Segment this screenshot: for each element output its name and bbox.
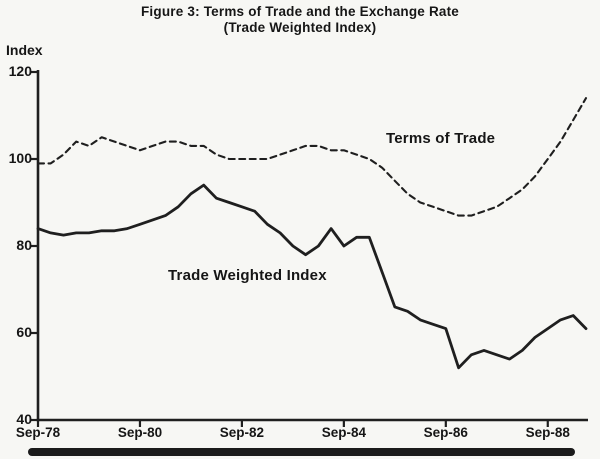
terms-of-trade-label: Terms of Trade [386, 130, 496, 147]
figure-title-line1: Figure 3: Terms of Trade and the Exchang… [140, 4, 460, 19]
y-tick-label: 80 [16, 237, 32, 253]
y-tick-label: 100 [8, 150, 32, 166]
scan-edge-artifact [28, 448, 575, 456]
figure-title: Figure 3: Terms of Trade and the Exchang… [0, 4, 600, 36]
x-tick-label: Sep-84 [321, 425, 366, 440]
x-tick-label: Sep-88 [525, 425, 570, 440]
terms-of-trade-line [36, 97, 588, 217]
figure-title-line2: (Trade Weighted Index) [223, 20, 377, 35]
x-tick-label: Sep-86 [423, 425, 468, 440]
trade-weighted-index-label: Trade Weighted Index [168, 267, 327, 284]
x-tick-label: Sep-78 [15, 425, 61, 440]
trade-weighted-index-line [36, 183, 588, 370]
x-tick-label: Sep-82 [219, 425, 265, 440]
x-tick-label: Sep-80 [117, 425, 163, 440]
y-tick-label: 120 [8, 63, 32, 79]
y-tick-label: 60 [16, 324, 32, 340]
y-tick-label: 40 [16, 411, 32, 427]
y-axis-title: Index [6, 42, 43, 58]
